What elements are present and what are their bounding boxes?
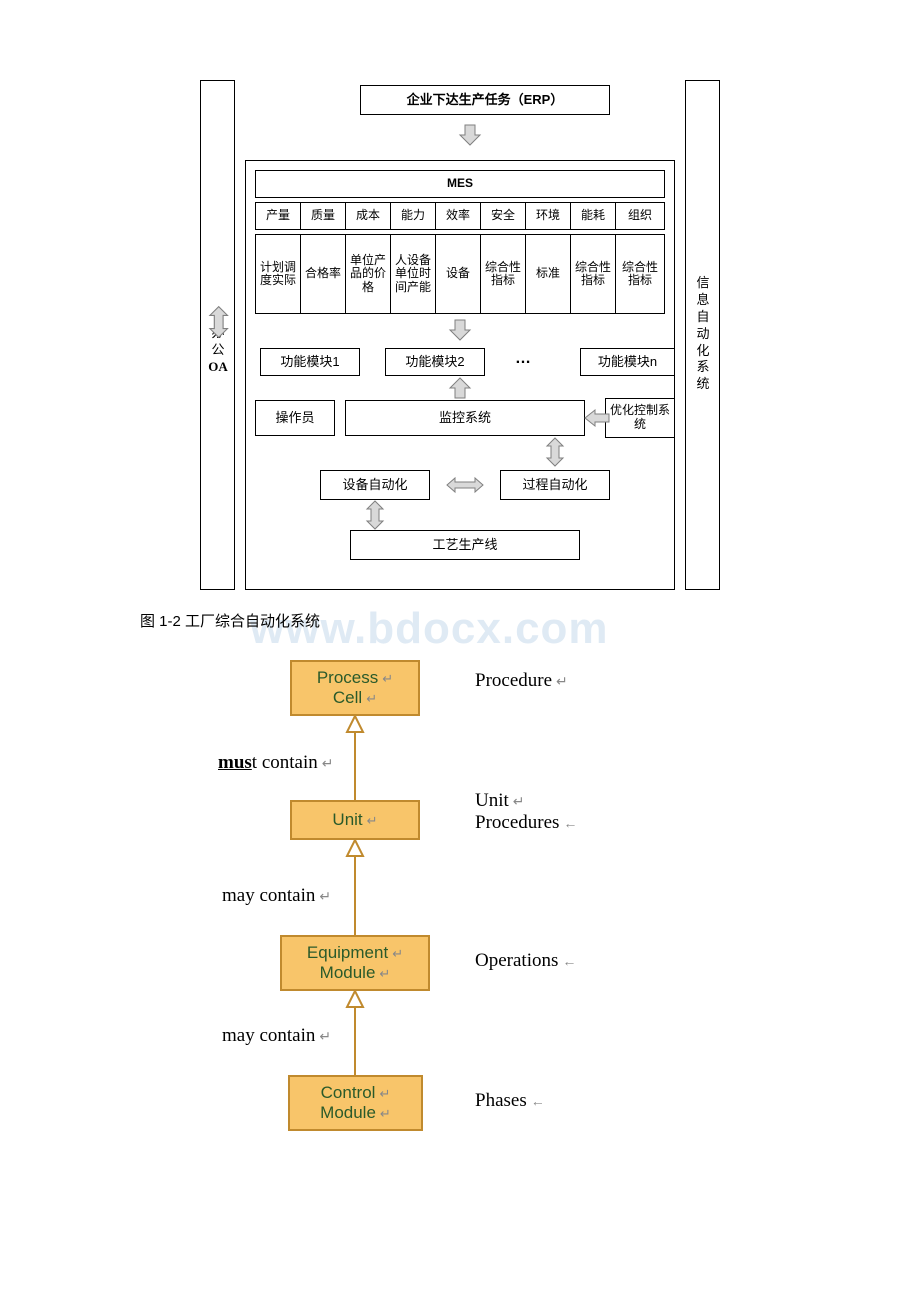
node-unit: Unit↵ — [290, 800, 420, 840]
monitor-box: 监控系统 — [345, 400, 585, 436]
r2c2: 单位产品的价格 — [345, 234, 391, 314]
n3l2: Module — [320, 963, 376, 982]
r1c8: 组织 — [615, 202, 665, 230]
right-label-procedure: Procedure↵ — [475, 670, 568, 692]
edge-label-1: must contain↵ — [218, 752, 333, 774]
proc-auto-box: 过程自动化 — [500, 470, 610, 500]
node-equipment-module: Equipment↵ Module↵ — [280, 935, 430, 991]
sr5: 化 — [696, 343, 709, 358]
r1c2: 成本 — [345, 202, 391, 230]
side-left-label: 办 公 OA — [208, 325, 228, 376]
r1c3: 能力 — [390, 202, 436, 230]
erp-box: 企业下达生产任务（ERP） — [360, 85, 610, 115]
right-label-unit-procedures: Unit↵ Procedures← — [475, 790, 577, 834]
n3l1: Equipment — [307, 943, 388, 962]
func-ellipsis: … — [515, 350, 531, 368]
prod-line-box: 工艺生产线 — [350, 530, 580, 560]
node-process-cell: Process↵ Cell↵ — [290, 660, 420, 716]
sr1: 信 — [696, 275, 709, 290]
optimize-box: 优化控制系统 — [605, 398, 675, 438]
r2c5: 综合性指标 — [480, 234, 526, 314]
r1c4: 效率 — [435, 202, 481, 230]
r2c3: 人设备单位时间产能 — [390, 234, 436, 314]
r1c5: 安全 — [480, 202, 526, 230]
node-control-module: Control↵ Module↵ — [288, 1075, 423, 1131]
r2c7: 综合性指标 — [570, 234, 616, 314]
r2c0: 计划调度实际 — [255, 234, 301, 314]
sr4: 动 — [696, 326, 709, 341]
hierarchy-diagram: Process↵ Cell↵ Unit↵ Equipment↵ Module↵ … — [200, 660, 720, 1200]
r1c0: 产量 — [255, 202, 301, 230]
right-label-phases: Phases← — [475, 1090, 545, 1112]
r1c1: 质量 — [300, 202, 346, 230]
r2c6: 标准 — [525, 234, 571, 314]
n1l2: Cell — [333, 688, 362, 707]
edge-label-3: may contain↵ — [222, 1025, 331, 1047]
side-left-line1: 办 — [211, 325, 224, 340]
side-left-bold: OA — [208, 359, 228, 374]
side-right-label: 信 息 自 动 化 系 统 — [693, 275, 713, 393]
func-module-n: 功能模块n — [580, 348, 675, 376]
r2c8: 综合性指标 — [615, 234, 665, 314]
side-left-line2: 公 — [211, 342, 224, 357]
r1c7: 能耗 — [570, 202, 616, 230]
sr6: 系 — [696, 359, 709, 374]
n2l1: Unit — [332, 810, 362, 829]
n1l1: Process — [317, 668, 378, 687]
edge-label-2: may contain↵ — [222, 885, 331, 907]
r2c4: 设备 — [435, 234, 481, 314]
mes-box: MES — [255, 170, 665, 198]
r2c1: 合格率 — [300, 234, 346, 314]
sr7: 统 — [696, 376, 709, 391]
r1c6: 环境 — [525, 202, 571, 230]
func-module-1: 功能模块1 — [260, 348, 360, 376]
factory-automation-diagram: 办 公 OA 信 息 自 动 化 系 统 企业下达生产任务（ERP） MES 产… — [200, 80, 720, 590]
dev-auto-box: 设备自动化 — [320, 470, 430, 500]
right-label-operations: Operations← — [475, 950, 576, 972]
n4l2: Module — [320, 1103, 376, 1122]
d1-caption: 图 1-2 工厂综合自动化系统 — [140, 610, 780, 631]
operator-box: 操作员 — [255, 400, 335, 436]
func-module-2: 功能模块2 — [385, 348, 485, 376]
sr2: 息 — [696, 292, 709, 307]
n4l1: Control — [321, 1083, 376, 1102]
d2-lines — [200, 660, 720, 1200]
sr3: 自 — [696, 309, 709, 324]
